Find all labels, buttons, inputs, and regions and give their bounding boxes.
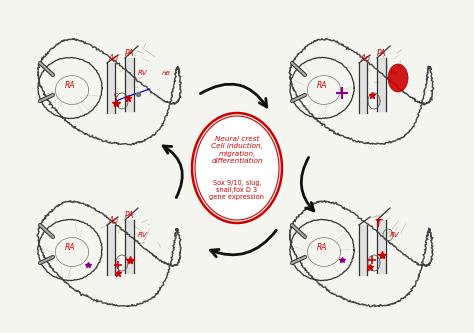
Text: Sox 9/10, slug,
snail,fox D 3
gene expression: Sox 9/10, slug, snail,fox D 3 gene expre… (210, 179, 264, 200)
Text: Ao: Ao (108, 54, 118, 63)
Text: RA: RA (65, 243, 75, 252)
Text: RV: RV (138, 70, 148, 76)
Text: RA: RA (317, 81, 327, 90)
Text: RA: RA (65, 81, 75, 90)
Ellipse shape (195, 116, 279, 220)
Text: RV: RV (138, 232, 148, 238)
Text: T: T (374, 219, 382, 229)
Text: RV: RV (390, 232, 400, 238)
Ellipse shape (192, 113, 282, 223)
Text: Ao: Ao (360, 54, 370, 63)
Text: C: C (114, 93, 118, 98)
Text: HB: HB (162, 71, 171, 76)
Text: RV: RV (390, 70, 400, 76)
Ellipse shape (388, 64, 408, 92)
Text: Neural crest
Cell induction,
migration,
differentiation: Neural crest Cell induction, migration, … (211, 136, 263, 165)
Text: PA: PA (377, 49, 387, 58)
Text: PA: PA (125, 211, 135, 220)
Text: Ao: Ao (108, 216, 118, 225)
Text: RA: RA (317, 243, 327, 252)
Text: PA: PA (125, 49, 135, 58)
